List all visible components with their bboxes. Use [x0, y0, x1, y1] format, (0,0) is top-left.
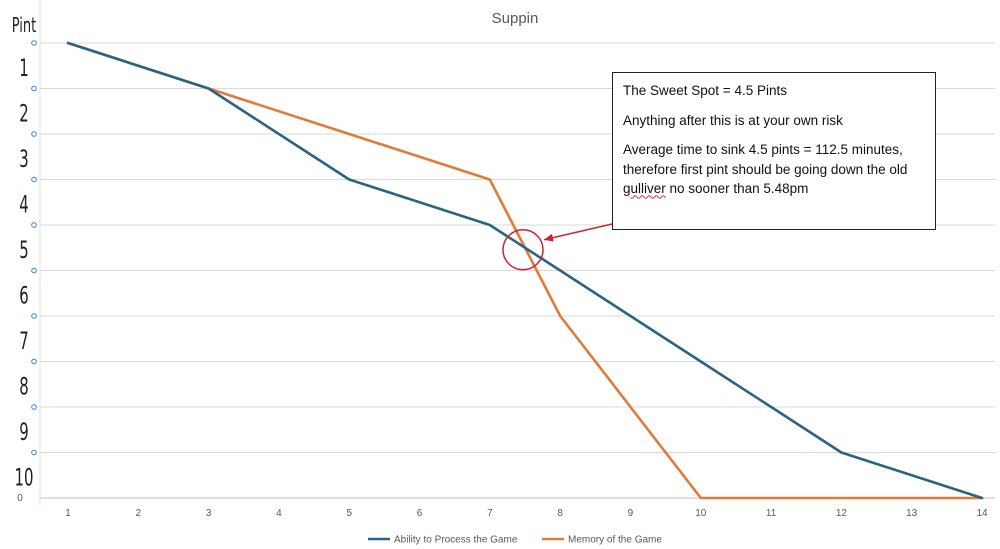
x-tick-label: 4	[276, 508, 282, 519]
sweet-spot-callout	[502, 223, 613, 271]
handle-dot	[31, 404, 37, 410]
handle-dot	[31, 313, 37, 319]
sweet-spot-circle	[502, 229, 544, 271]
x-tick-label: 6	[417, 508, 423, 519]
x-tick-label: 13	[906, 508, 918, 519]
x-tick-label: 8	[557, 508, 563, 519]
annotation-line-1: The Sweet Spot = 4.5 Pints	[623, 83, 787, 98]
handle-dot	[31, 222, 37, 228]
annotation-line-3: Average time to sink 4.5 pints = 112.5 m…	[623, 140, 925, 199]
legend-label: Ability to Process the Game	[394, 535, 518, 546]
pint-label: 4	[19, 190, 28, 219]
handle-dot	[31, 40, 37, 46]
pint-label: 2	[19, 99, 28, 128]
legend-label: Memory of the Game	[568, 535, 662, 546]
x-tick-label: 9	[628, 508, 634, 519]
annotation-spellcheck-word: gulliver	[623, 181, 666, 197]
pint-label: 10	[15, 463, 34, 492]
handle-dot	[31, 85, 37, 92]
handle-dot	[31, 449, 37, 456]
pint-label: 3	[19, 144, 28, 173]
annotation-line-3a: Average time to sink 4.5 pints = 112.5 m…	[623, 142, 908, 177]
x-tick-label: 2	[136, 508, 142, 519]
callout-arrow	[543, 223, 613, 241]
pint-label: 5	[19, 235, 28, 264]
x-tick-label: 12	[836, 508, 848, 519]
handle-dot	[31, 131, 37, 137]
pint-scale-strip: Pint 1 2 3 4 5 6 7 8 9 100	[0, 0, 41, 505]
series-lines	[66, 41, 984, 500]
pint-label: 6	[19, 281, 28, 310]
legend: Ability to Process the Game Memory of the…	[368, 535, 662, 546]
pint-label: 8	[19, 372, 28, 401]
x-tick-label: 14	[976, 508, 988, 519]
pint-label: 7	[19, 326, 28, 355]
series-line	[66, 41, 984, 500]
callout-arrowhead	[544, 233, 554, 242]
x-tick-label: 10	[695, 508, 707, 519]
handle-dot	[31, 176, 37, 183]
pint-axis-title: Pint	[12, 13, 37, 37]
annotation-line-3b: no sooner than 5.48pm	[665, 181, 809, 197]
handle-dot	[31, 358, 37, 365]
pint-strip-panel	[0, 0, 40, 505]
x-tick-label: 1	[65, 508, 71, 519]
annotation-box: The Sweet Spot = 4.5 Pints Anything afte…	[612, 72, 936, 230]
x-tick-label: 7	[487, 508, 493, 519]
annotation-line-2: Anything after this is at your own risk	[623, 112, 843, 128]
handle-dot	[31, 267, 37, 274]
x-tick-label: 5	[346, 508, 352, 519]
x-tick-label: 3	[206, 508, 212, 519]
pint-label: 1	[19, 53, 28, 82]
x-axis-ticks: 1 2 3 4 5 6 7 8 9 10 11 12 13 14	[65, 508, 988, 519]
y-zero-label: 0	[17, 493, 23, 504]
chart-subtitle: Suppin	[492, 10, 539, 27]
x-tick-label: 11	[766, 508, 777, 519]
pint-label: 9	[19, 417, 28, 446]
